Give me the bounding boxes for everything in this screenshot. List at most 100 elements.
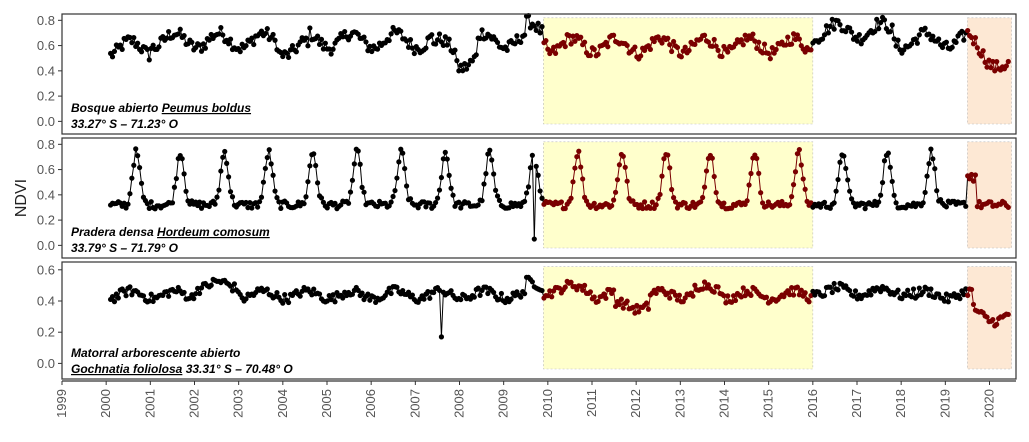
- data-point: [403, 183, 410, 189]
- data-point: [1005, 311, 1011, 318]
- data-point: [878, 192, 884, 198]
- data-point: [522, 198, 528, 205]
- data-point: [624, 298, 630, 304]
- y-tick-label: 0.8: [37, 13, 55, 28]
- data-point: [227, 36, 234, 42]
- data-point: [433, 41, 439, 47]
- data-point: [711, 289, 717, 295]
- data-point: [131, 162, 137, 168]
- data-point: [833, 188, 839, 194]
- data-point: [827, 23, 833, 29]
- data-point: [792, 169, 799, 175]
- data-point: [195, 285, 201, 291]
- data-point: [965, 292, 971, 298]
- data-point: [258, 28, 265, 34]
- data-point: [715, 284, 721, 290]
- data-point: [115, 295, 121, 301]
- y-tick-label: 0.0: [37, 114, 55, 129]
- series-segment: [133, 148, 137, 166]
- data-point: [605, 44, 611, 50]
- data-point: [806, 299, 812, 305]
- data-point: [369, 48, 375, 55]
- data-point: [255, 204, 261, 210]
- data-point: [928, 146, 934, 152]
- data-point: [340, 295, 346, 301]
- data-point: [388, 199, 394, 205]
- data-point: [183, 188, 189, 194]
- data-point: [280, 300, 286, 306]
- data-point: [324, 205, 330, 211]
- data-point: [848, 196, 855, 202]
- data-point: [895, 37, 901, 43]
- data-point: [941, 298, 948, 304]
- series-segment: [351, 163, 355, 181]
- x-tick-label: 2015: [761, 389, 776, 418]
- x-tick-label: 2012: [628, 389, 643, 418]
- data-point: [533, 27, 539, 34]
- data-point: [787, 202, 793, 208]
- data-point: [881, 158, 888, 164]
- data-point: [837, 159, 843, 165]
- data-point: [653, 290, 659, 296]
- data-point: [131, 35, 137, 41]
- data-point: [887, 164, 893, 170]
- data-point: [895, 287, 901, 293]
- data-point: [845, 177, 851, 183]
- data-point: [270, 172, 276, 178]
- data-point: [400, 150, 406, 156]
- data-point: [889, 22, 895, 28]
- data-point: [436, 31, 443, 37]
- data-point: [431, 289, 437, 296]
- series-segment: [713, 176, 717, 193]
- data-point: [742, 293, 748, 299]
- data-point: [411, 50, 417, 57]
- data-point: [926, 31, 932, 37]
- data-point: [982, 59, 988, 65]
- data-point: [218, 25, 224, 31]
- data-point: [939, 44, 946, 51]
- data-point: [974, 45, 980, 51]
- data-point: [140, 293, 147, 299]
- data-point: [700, 194, 706, 201]
- series-segment: [307, 165, 311, 182]
- series-segment: [711, 158, 715, 177]
- data-point: [572, 38, 578, 44]
- data-point: [438, 334, 445, 340]
- data-point: [616, 162, 623, 168]
- data-point: [148, 199, 154, 205]
- data-point: [730, 293, 737, 299]
- data-point: [823, 23, 830, 29]
- x-tick-label: 2010: [540, 389, 555, 418]
- data-point: [670, 195, 677, 201]
- series-segment: [129, 178, 133, 194]
- data-point: [789, 284, 795, 291]
- data-point: [537, 30, 543, 36]
- data-point: [647, 46, 653, 52]
- data-point: [709, 155, 715, 161]
- panel-2: 0.0 0.2 0.4 0.6 0.8 Pradera densa Hordeum com…: [37, 137, 1017, 259]
- data-point: [365, 48, 371, 54]
- data-point: [787, 292, 793, 298]
- data-point: [618, 296, 624, 302]
- data-point: [251, 41, 257, 48]
- data-point: [359, 290, 365, 296]
- data-point: [870, 202, 876, 209]
- data-point: [525, 184, 532, 190]
- data-point: [117, 42, 123, 48]
- data-point: [798, 162, 804, 168]
- data-point: [282, 292, 288, 298]
- data-point: [402, 165, 408, 172]
- data-point: [924, 286, 930, 292]
- y-tick-label: 0.2: [37, 213, 55, 228]
- series-segment: [218, 171, 222, 191]
- data-point: [138, 49, 145, 55]
- data-point: [481, 181, 487, 187]
- data-point: [357, 161, 363, 167]
- x-tick-label: 1999: [54, 389, 69, 418]
- data-point: [477, 292, 483, 298]
- data-point: [860, 200, 866, 207]
- data-point: [287, 47, 294, 53]
- data-point: [260, 179, 267, 185]
- data-point: [701, 279, 708, 285]
- series-segment: [837, 162, 841, 180]
